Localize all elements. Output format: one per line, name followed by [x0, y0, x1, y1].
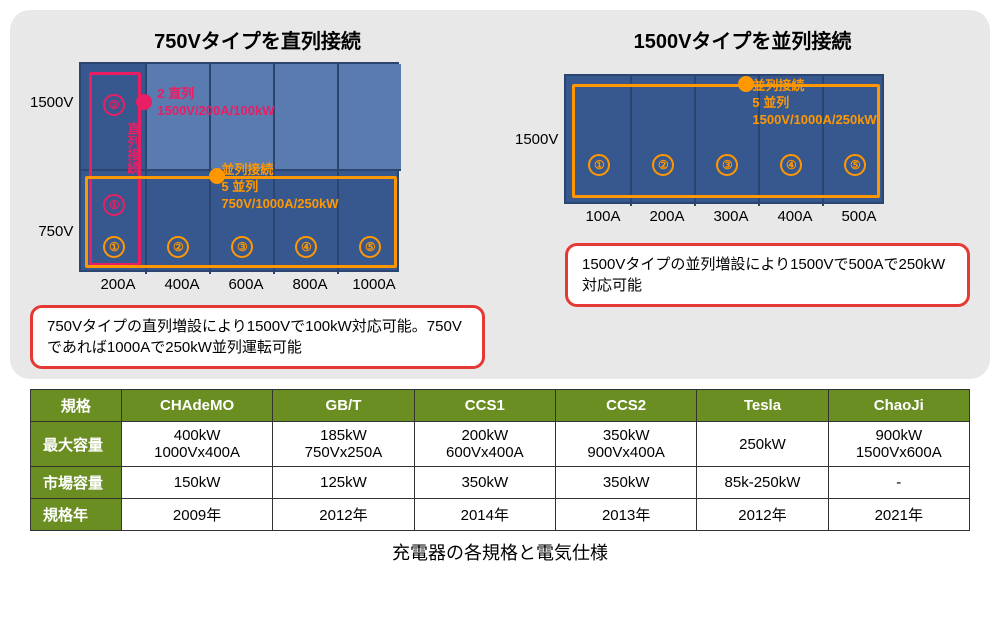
cell: 85k-250kW — [697, 467, 828, 499]
cell: 350kW — [555, 467, 696, 499]
col-hdr: GB/T — [273, 390, 414, 422]
cell: 2021年 — [828, 499, 969, 531]
parallel-label: 並列接続 5 並列 1500V/1000A/250kW — [752, 78, 876, 129]
table-caption: 充電器の各規格と電気仕様 — [30, 539, 970, 565]
right-diagram: 1500Vタイプを並列接続 1500V ① ② ③ ④ ⑤ 並列接続 5 並列 … — [515, 25, 970, 369]
col-hdr: ChaoJi — [828, 390, 969, 422]
x-tick: 300A — [699, 208, 763, 225]
cell: 2014年 — [414, 499, 555, 531]
cell: 2012年 — [697, 499, 828, 531]
col-hdr: CCS1 — [414, 390, 555, 422]
cell: 150kW — [121, 467, 272, 499]
y-tick: 1500V — [515, 131, 558, 148]
table-row: 規格年2009年2012年2014年2013年2012年2021年 — [31, 499, 970, 531]
table-header-row: 規格 CHAdeMO GB/T CCS1 CCS2 Tesla ChaoJi — [31, 390, 970, 422]
row-hdr: 規格年 — [31, 499, 122, 531]
table-row: 市場容量150kW125kW350kW350kW85k-250kW- — [31, 467, 970, 499]
y-tick: 1500V — [30, 94, 73, 111]
left-callout: 750Vタイプの直列増設により1500Vで100kW対応可能。750Vであれば1… — [30, 305, 485, 369]
x-tick: 1000A — [342, 276, 406, 293]
cell: 200kW 600Vx400A — [414, 422, 555, 467]
cell: 125kW — [273, 467, 414, 499]
right-callout: 1500Vタイプの並列増設により1500Vで500Aで250kW対応可能 — [565, 243, 970, 307]
x-tick: 100A — [571, 208, 635, 225]
cell: 250kW — [697, 422, 828, 467]
row-hdr: 最大容量 — [31, 422, 122, 467]
spec-table-wrap: 規格 CHAdeMO GB/T CCS1 CCS2 Tesla ChaoJi 最… — [30, 389, 970, 565]
col-hdr: Tesla — [697, 390, 828, 422]
x-tick: 400A — [150, 276, 214, 293]
cell: - — [828, 467, 969, 499]
y-tick: 750V — [38, 223, 73, 240]
x-tick: 200A — [86, 276, 150, 293]
cell: 900kW 1500Vx600A — [828, 422, 969, 467]
left-grid: ① ② ① ② ③ ④ ⑤ 2 直列 1500V/200A/100kW 直列接続… — [79, 62, 399, 272]
left-diagram: 750Vタイプを直列接続 1500V 750V ① — [30, 25, 485, 369]
right-title: 1500Vタイプを並列接続 — [515, 25, 970, 54]
table-row: 最大容量400kW 1000Vx400A185kW 750Vx250A200kW… — [31, 422, 970, 467]
cell: 350kW — [414, 467, 555, 499]
cell: 400kW 1000Vx400A — [121, 422, 272, 467]
diagram-panel: 750Vタイプを直列接続 1500V 750V ① — [10, 10, 990, 379]
x-tick: 200A — [635, 208, 699, 225]
col-hdr: 規格 — [31, 390, 122, 422]
left-title: 750Vタイプを直列接続 — [30, 25, 485, 54]
left-y-axis: 1500V 750V — [30, 62, 79, 272]
spec-table: 規格 CHAdeMO GB/T CCS1 CCS2 Tesla ChaoJi 最… — [30, 389, 970, 531]
right-grid: ① ② ③ ④ ⑤ 並列接続 5 並列 1500V/1000A/250kW — [564, 74, 884, 204]
x-tick: 400A — [763, 208, 827, 225]
parallel-label: 並列接続 5 並列 750V/1000A/250kW — [221, 162, 338, 213]
col-hdr: CHAdeMO — [121, 390, 272, 422]
x-tick: 600A — [214, 276, 278, 293]
row-hdr: 市場容量 — [31, 467, 122, 499]
cell: 2009年 — [121, 499, 272, 531]
series-vlabel: 直列接続 — [123, 122, 142, 174]
cell: 2013年 — [555, 499, 696, 531]
right-x-axis: 100A 200A 300A 400A 500A — [571, 204, 970, 225]
series-label: 2 直列 1500V/200A/100kW — [157, 86, 274, 120]
cell: 350kW 900Vx400A — [555, 422, 696, 467]
cell: 185kW 750Vx250A — [273, 422, 414, 467]
x-tick: 800A — [278, 276, 342, 293]
cell: 2012年 — [273, 499, 414, 531]
x-tick: 500A — [827, 208, 891, 225]
right-y-axis: 1500V — [515, 74, 564, 204]
col-hdr: CCS2 — [555, 390, 696, 422]
left-x-axis: 200A 400A 600A 800A 1000A — [86, 272, 485, 293]
